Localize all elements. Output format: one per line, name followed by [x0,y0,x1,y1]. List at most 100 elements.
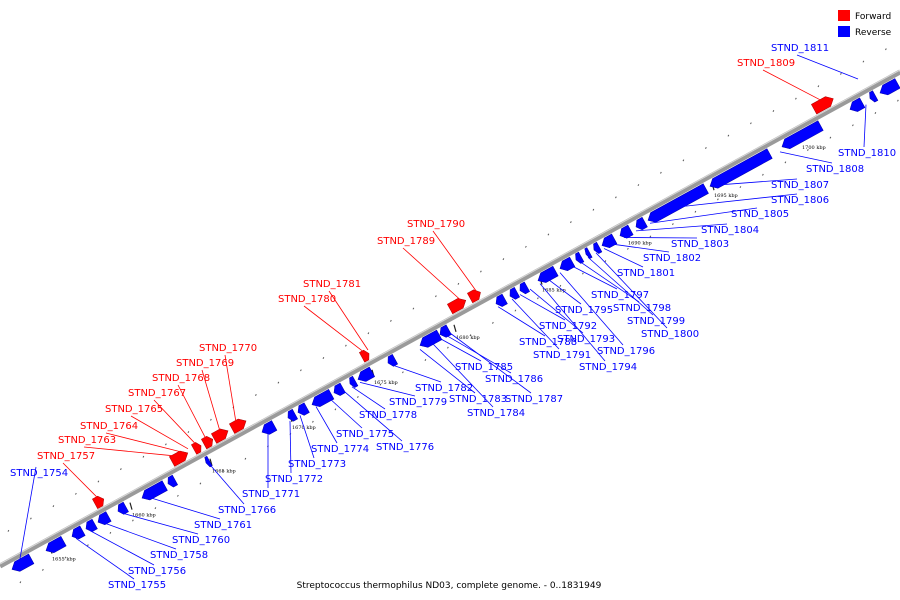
forward-gene-STND_1768[interactable] [229,416,248,434]
gene-label-stnd_1810[interactable]: STND_1810 [838,148,896,159]
reverse-gene-STND_1785[interactable] [437,324,452,339]
gene-label-stnd_1772[interactable]: STND_1772 [265,474,323,485]
gene-label-stnd_1754[interactable]: STND_1754 [10,468,68,479]
reverse-gene-STND_1758[interactable] [83,518,98,533]
gene-label-stnd_1798[interactable]: STND_1798 [613,303,671,314]
reverse-gene-STND_1779[interactable] [347,375,359,389]
reverse-gene-STND_1802[interactable] [847,97,866,114]
gene-label-stnd_1794[interactable]: STND_1794 [579,362,637,373]
gene-label-stnd_1799[interactable]: STND_1799 [627,316,685,327]
gene-label-stnd_1796[interactable]: STND_1796 [597,346,655,357]
reverse-gene-STND_1771[interactable] [165,474,178,488]
gene-label-stnd_1757[interactable]: STND_1757 [37,451,95,462]
gene-label-stnd_1804[interactable]: STND_1804 [701,225,759,236]
reverse-gene-STND_1755[interactable] [43,535,67,555]
minor-tick [277,381,280,384]
gene-label-stnd_1807[interactable]: STND_1807 [771,180,829,191]
gene-label-stnd_1756[interactable]: STND_1756 [128,566,186,577]
reverse-gene-STND_1788[interactable] [517,281,530,295]
forward-gene-STND_1764[interactable] [191,441,203,455]
gene-label-stnd_1789[interactable]: STND_1789 [377,236,435,247]
reverse-gene-STND_1756[interactable] [69,525,86,541]
gene-label-stnd_1800[interactable]: STND_1800 [641,329,699,340]
forward-gene-STND_1780[interactable] [467,287,483,304]
reverse-gene-STND_1794[interactable] [583,247,593,260]
reverse-gene-STND_1791[interactable] [535,265,559,285]
forward-gene-STND_1765[interactable] [201,434,215,450]
reverse-gene-STND_1787[interactable] [507,287,520,300]
gene-label-stnd_1771[interactable]: STND_1771 [242,489,300,500]
reverse-gene-STND_1754[interactable] [9,553,35,574]
reverse-gene-STND_1793[interactable] [573,251,585,265]
gene-label-stnd_1764[interactable]: STND_1764 [80,421,138,432]
gene-label-stnd_1782[interactable]: STND_1782 [415,383,473,394]
reverse-gene-STND_1774[interactable] [285,408,298,422]
forward-gene-STND_1763[interactable] [169,448,190,467]
gene-label-stnd_1788[interactable]: STND_1788 [519,337,577,348]
gene-label-stnd_1792[interactable]: STND_1792 [539,321,597,332]
gene-label-stnd_1758[interactable]: STND_1758 [150,550,208,561]
gene-label-stnd_1778[interactable]: STND_1778 [359,410,417,421]
reverse-gene-STND_1803[interactable] [867,90,879,104]
gene-label-stnd_1797[interactable]: STND_1797 [591,290,649,301]
reverse-gene-STND_1800[interactable] [707,148,773,191]
reverse-gene-STND_1783[interactable] [385,354,398,367]
gene-label-stnd_1801[interactable]: STND_1801 [617,268,675,279]
reverse-gene-STND_1784[interactable] [417,329,443,350]
gene-label-stnd_1790[interactable]: STND_1790 [407,219,465,230]
reverse-gene-STND_1776[interactable] [309,389,335,409]
gene-label-stnd_1795[interactable]: STND_1795 [555,305,613,316]
gene-label-stnd_1783[interactable]: STND_1783 [449,394,507,405]
gene-label-stnd_1787[interactable]: STND_1787 [505,394,563,405]
gene-label-stnd_1809[interactable]: STND_1809 [737,58,795,69]
reverse-gene-STND_1775[interactable] [295,402,310,417]
gene-label-stnd_1803[interactable]: STND_1803 [671,239,729,250]
gene-label-stnd_1774[interactable]: STND_1774 [311,444,369,455]
gene-label-stnd_1793[interactable]: STND_1793 [557,334,615,345]
gene-label-stnd_1805[interactable]: STND_1805 [731,209,789,220]
gene-label-stnd_1808[interactable]: STND_1808 [806,164,864,175]
reverse-gene-STND_1773[interactable] [259,420,278,437]
gene-label-stnd_1785[interactable]: STND_1785 [455,362,513,373]
gene-label-stnd_1791[interactable]: STND_1791 [533,350,591,361]
gene-label-stnd_1755[interactable]: STND_1755 [108,580,166,591]
forward-gene-STND_1767[interactable] [211,426,230,444]
reverse-gene-STND_1799[interactable] [645,183,709,225]
gene-label-stnd_1811[interactable]: STND_1811 [771,43,829,54]
reverse-gene-STND_1778[interactable] [331,382,346,397]
gene-label-stnd_1768[interactable]: STND_1768 [152,373,210,384]
gene-label-stnd_1766[interactable]: STND_1766 [218,505,276,516]
gene-label-stnd_1779[interactable]: STND_1779 [389,397,447,408]
reverse-gene-STND_1801[interactable] [779,120,824,152]
gene-label-stnd_1802[interactable]: STND_1802 [643,253,701,264]
gene-label-stnd_1775[interactable]: STND_1775 [336,429,394,440]
forward-gene-STND_1769[interactable] [359,349,371,363]
gene-label-stnd_1806[interactable]: STND_1806 [771,195,829,206]
gene-label-stnd_1786[interactable]: STND_1786 [485,374,543,385]
gene-label-stnd_1763[interactable]: STND_1763 [58,435,116,446]
reverse-gene-STND_1766[interactable] [139,480,168,503]
gene-label-stnd_1780[interactable]: STND_1780 [278,294,336,305]
reverse-gene-STND_1792[interactable] [557,256,576,273]
reverse-gene-STND_1786[interactable] [493,293,508,308]
reverse-gene-STND_1795[interactable] [591,241,603,255]
reverse-gene-STND_1804[interactable] [877,78,900,98]
gene-label-stnd_1760[interactable]: STND_1760 [172,535,230,546]
gene-label-stnd_1761[interactable]: STND_1761 [194,520,252,531]
gene-label-stnd_1767[interactable]: STND_1767 [128,388,186,399]
gene-label-stnd_1765[interactable]: STND_1765 [105,404,163,415]
gene-label-stnd_1770[interactable]: STND_1770 [199,343,257,354]
gene-label-stnd_1776[interactable]: STND_1776 [376,442,434,453]
minor-tick [87,544,89,547]
gene-label-stnd_1773[interactable]: STND_1773 [288,459,346,470]
forward-gene-STND_1770[interactable] [447,296,468,315]
reverse-gene-STND_1761[interactable] [115,501,129,516]
gene-label-stnd_1784[interactable]: STND_1784 [467,408,525,419]
gene-label-stnd_1769[interactable]: STND_1769 [176,358,234,369]
forward-gene-STND_1781[interactable] [811,94,836,115]
gene-label-stnd_1781[interactable]: STND_1781 [303,279,361,290]
reverse-gene-STND_1798[interactable] [633,216,648,231]
reverse-gene-STND_1760[interactable] [95,511,112,527]
reverse-gene-STND_1782[interactable] [355,366,376,384]
reverse-gene-STND_1797[interactable] [617,224,634,240]
